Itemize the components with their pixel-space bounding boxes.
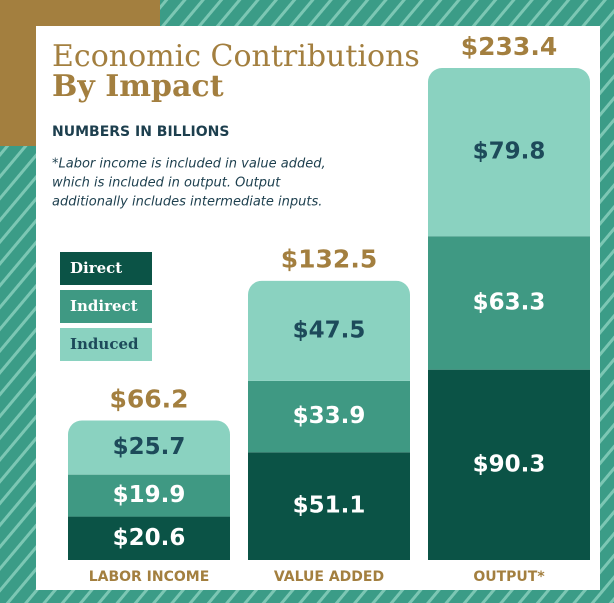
segment-label: $19.9	[113, 482, 186, 508]
bar-segment	[68, 516, 230, 560]
x-tick-label: VALUE ADDED	[274, 569, 384, 585]
legend-swatch	[60, 290, 152, 323]
subtitle: NUMBERS IN BILLIONS	[52, 124, 229, 140]
note: additionally includes intermediate input…	[52, 195, 322, 210]
bar-segment	[428, 369, 590, 560]
segment-label: $90.3	[473, 451, 546, 477]
x-tick-label: OUTPUT*	[473, 569, 545, 585]
legend-swatch	[60, 328, 152, 361]
legend-label: Direct	[70, 259, 122, 277]
note: which is included in output. Output	[52, 176, 281, 191]
segment-label: $79.8	[473, 139, 546, 165]
bar-segment	[248, 280, 410, 381]
total-label: $66.2	[109, 384, 188, 413]
segment-label: $63.3	[473, 289, 546, 315]
segment-label: $47.5	[293, 317, 366, 343]
segment-label: $51.1	[293, 493, 366, 519]
bar-segment	[248, 380, 410, 453]
bar-segment	[248, 452, 410, 560]
x-tick-label: LABOR INCOME	[89, 569, 210, 585]
bar-group	[248, 280, 410, 560]
bar-segment	[428, 236, 590, 370]
corner-accent	[0, 0, 36, 146]
title: By Impact	[52, 69, 224, 104]
bar-segment	[428, 68, 590, 237]
legend-label: Induced	[70, 335, 139, 353]
segment-label: $20.6	[113, 525, 186, 551]
segment-label: $25.7	[113, 434, 186, 460]
bar-group	[428, 68, 590, 560]
note: *Labor income is included in value added…	[52, 157, 326, 172]
total-label: $132.5	[281, 245, 377, 274]
segment-label: $33.9	[293, 403, 366, 429]
legend-swatch	[60, 252, 152, 285]
total-label: $233.4	[461, 32, 557, 61]
title: Economic Contributions	[52, 39, 420, 74]
legend-label: Indirect	[70, 297, 138, 315]
bar-segment	[68, 420, 230, 475]
bar-group	[68, 420, 230, 560]
bar-segment	[68, 474, 230, 517]
